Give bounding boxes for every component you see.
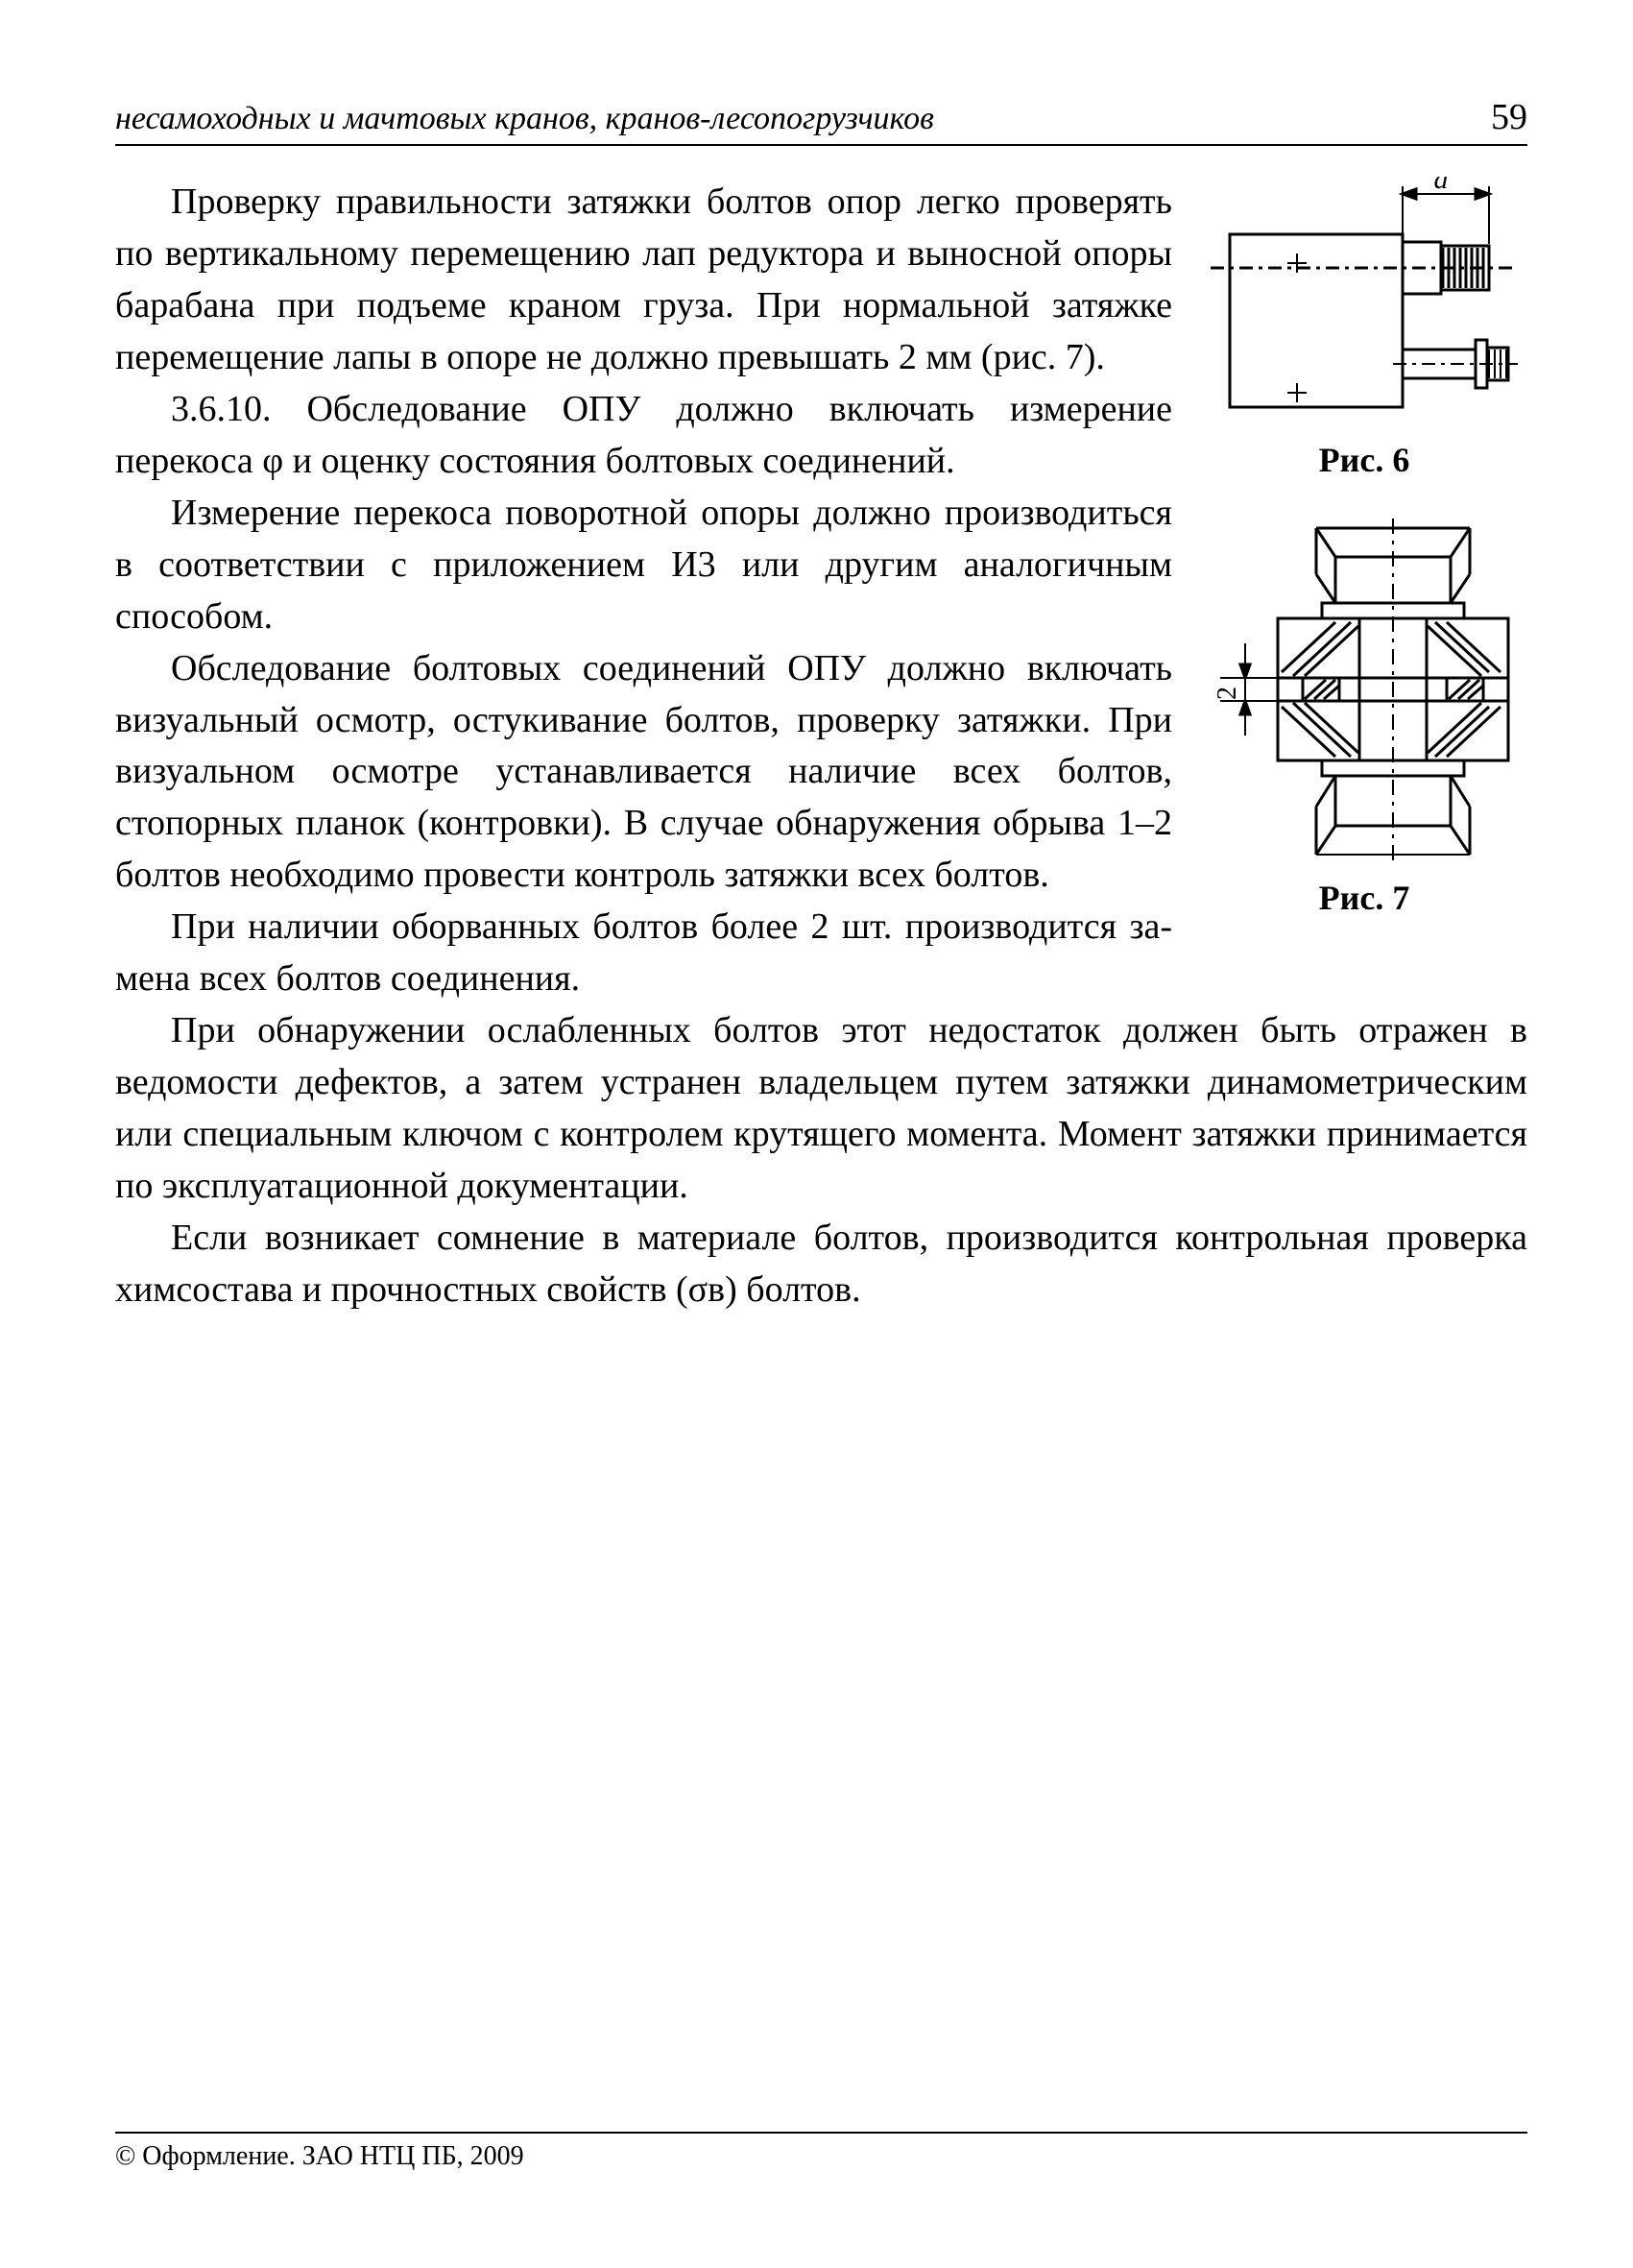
page-header: несамоходных и мачтовых кранов, кранов-л… xyxy=(115,96,1527,146)
figure-7-diagram: 2 xyxy=(1201,519,1527,864)
figure-7: 2 Рис. 7 xyxy=(1201,519,1527,918)
fig7-dim-label: 2 xyxy=(1213,687,1242,700)
running-title: несамоходных и мачтовых кранов, кранов-л… xyxy=(115,101,934,137)
page-number: 59 xyxy=(1491,96,1527,138)
figure-6-caption: Рис. 6 xyxy=(1201,440,1527,480)
page-footer: © Оформление. ЗАО НТЦ ПБ, 2009 xyxy=(115,2132,1527,2172)
figure-6-diagram: d xyxy=(1201,177,1527,426)
paragraph-7: Если возникает сомнение в материале болт… xyxy=(115,1213,1527,1316)
page-content: d Рис. 6 xyxy=(115,177,1527,1316)
fig6-dim-label: d xyxy=(1434,177,1450,195)
figure-6: d Рис. 6 xyxy=(1201,177,1527,918)
paragraph-6: При обнаружении ослабленных болтов этот … xyxy=(115,1005,1527,1213)
footer-copyright: © Оформление. ЗАО НТЦ ПБ, 2009 xyxy=(115,2141,524,2171)
figure-7-caption: Рис. 7 xyxy=(1201,878,1527,918)
